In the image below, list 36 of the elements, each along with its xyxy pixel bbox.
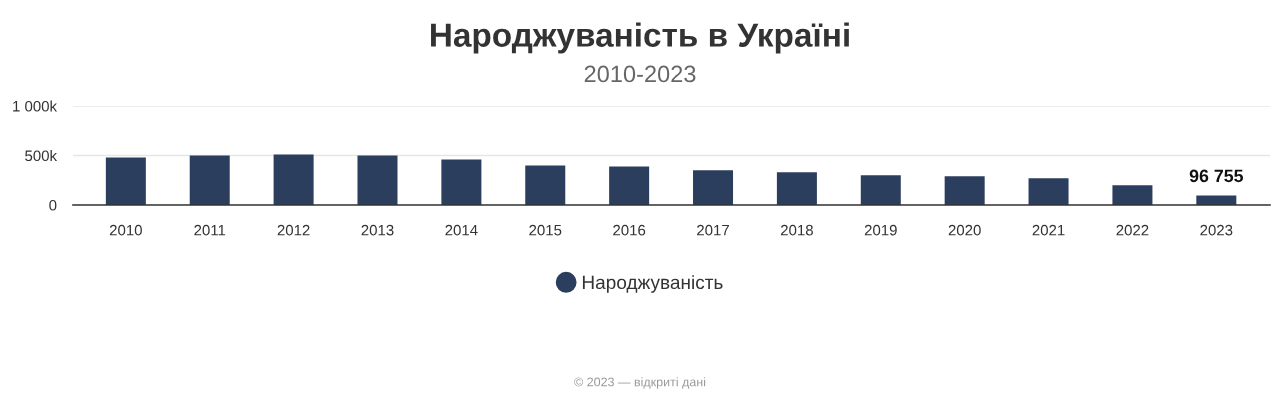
text: © 2023 — відкриті дані [574, 377, 706, 389]
bar [860, 175, 901, 205]
x-tick-label: 2019 [864, 224, 897, 236]
bar [189, 155, 230, 205]
bar [609, 166, 650, 205]
data-label: 96 755 [1189, 169, 1244, 183]
x-tick-label: 2018 [780, 224, 813, 236]
bar [693, 170, 734, 205]
x-tick-label: 2010 [109, 224, 142, 236]
x-tick-label: 2015 [529, 224, 562, 236]
bar [525, 165, 566, 205]
chart-title: Народжуваність в Україні [431, 22, 849, 54]
y-tick-label: 0 [49, 199, 57, 211]
bar [1028, 178, 1069, 205]
x-tick-label: 2021 [1032, 224, 1065, 236]
y-tick-label: 1 000k [13, 100, 58, 112]
x-tick-label: 2016 [613, 224, 646, 236]
y-tick-label: 500k [25, 150, 58, 162]
bar [105, 157, 146, 205]
x-tick-label: 2014 [445, 224, 478, 236]
bar [1112, 185, 1153, 205]
x-tick-label: 2017 [697, 224, 729, 236]
x-tick-label: 2013 [361, 224, 394, 236]
bar [776, 172, 817, 205]
x-tick-label: 2011 [194, 224, 226, 236]
x-tick-label: 2020 [948, 224, 981, 236]
x-tick-label: 2023 [1200, 224, 1233, 236]
bar [1196, 195, 1237, 205]
x-tick-label: 2022 [1116, 224, 1149, 236]
bar [441, 159, 482, 205]
bar [357, 155, 398, 205]
bar [273, 154, 314, 205]
x-tick-label: 2012 [277, 224, 310, 236]
chart-subtitle: 2010-2023 [584, 65, 696, 83]
legend-label: Народжуваність [582, 275, 723, 293]
bar [944, 176, 985, 205]
